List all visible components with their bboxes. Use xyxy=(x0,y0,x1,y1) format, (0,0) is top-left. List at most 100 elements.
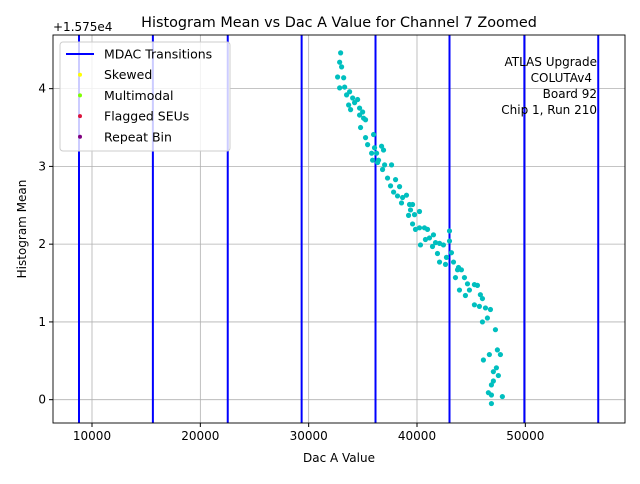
data-point xyxy=(365,142,371,148)
x-tick-label: 40000 xyxy=(398,429,436,443)
data-point xyxy=(471,302,478,308)
data-point xyxy=(417,242,424,248)
data-point xyxy=(432,240,439,246)
data-point xyxy=(442,261,449,267)
data-point xyxy=(347,107,354,113)
data-point xyxy=(387,183,394,189)
data-point xyxy=(384,175,391,181)
data-point xyxy=(342,84,348,90)
annotation-line: Board 92 xyxy=(543,87,597,101)
y-offset-label: +1.575e4 xyxy=(53,20,112,34)
data-point xyxy=(461,274,468,281)
legend-dot-icon xyxy=(78,114,82,119)
y-tick-label: 1 xyxy=(38,315,46,329)
data-point xyxy=(456,287,463,293)
x-tick-label: 50000 xyxy=(506,429,544,443)
data-point xyxy=(416,208,423,215)
data-point xyxy=(424,226,431,232)
data-point xyxy=(399,194,406,201)
legend-label: Multimodal xyxy=(104,88,173,103)
data-point xyxy=(490,369,496,375)
data-point xyxy=(362,135,369,141)
legend-frame xyxy=(59,41,231,152)
legend-dot-icon xyxy=(78,72,82,77)
data-point xyxy=(355,96,361,103)
x-axis: 10000 20000 30000 40000 50000 xyxy=(73,423,544,443)
data-point xyxy=(479,295,486,302)
x-tick-label: 20000 xyxy=(181,429,219,443)
data-point xyxy=(484,315,491,321)
data-point xyxy=(380,147,387,153)
data-point xyxy=(347,89,353,95)
annotation: ATLAS Upgrade COLUTAv4 Board 92 Chip 1, … xyxy=(501,55,597,117)
data-point xyxy=(436,259,443,265)
legend-label: Repeat Bin xyxy=(104,129,172,144)
data-point xyxy=(407,207,414,213)
data-point xyxy=(477,292,483,298)
data-point xyxy=(357,124,364,131)
data-point xyxy=(388,162,395,168)
data-point xyxy=(466,287,473,293)
plot-frame xyxy=(52,34,626,424)
data-point xyxy=(474,282,481,288)
data-point xyxy=(476,303,482,309)
data-point xyxy=(429,243,436,250)
x-tick-label: 30000 xyxy=(290,429,328,443)
annotation-line: ATLAS Upgrade xyxy=(504,55,597,69)
data-point xyxy=(370,131,377,138)
data-point xyxy=(492,327,499,333)
legend: MDAC Transitions Skewed Multimodal Flagged … xyxy=(59,41,231,152)
data-point xyxy=(409,201,416,208)
y-axis-label: Histogram Mean xyxy=(15,180,29,279)
data-point xyxy=(334,74,341,80)
y-axis: 0 1 2 3 4 xyxy=(38,82,53,407)
data-point xyxy=(338,50,344,56)
data-point xyxy=(486,351,492,358)
data-point xyxy=(448,250,455,256)
data-point xyxy=(488,400,495,407)
data-point xyxy=(391,189,397,195)
data-point xyxy=(369,150,375,156)
data-point xyxy=(412,226,419,232)
data-point xyxy=(337,59,343,65)
data-point xyxy=(356,105,363,111)
data-point xyxy=(450,259,457,265)
data-point xyxy=(488,392,495,398)
data-point xyxy=(341,75,347,81)
data-point xyxy=(430,232,437,238)
data-point xyxy=(490,378,496,384)
data-points xyxy=(334,50,505,407)
data-point xyxy=(458,267,465,273)
legend-label: Flagged SEUs xyxy=(104,109,189,124)
data-point xyxy=(462,292,469,299)
data-point xyxy=(422,236,429,243)
data-point xyxy=(464,281,471,287)
data-point xyxy=(493,365,500,371)
data-point xyxy=(409,221,416,227)
data-point xyxy=(440,242,447,248)
data-point xyxy=(436,240,443,246)
data-point xyxy=(452,274,459,281)
data-point xyxy=(403,192,410,198)
annotation-line: Chip 1, Run 210 xyxy=(501,103,597,117)
data-point xyxy=(443,254,450,260)
data-point xyxy=(488,382,495,388)
data-point xyxy=(482,305,489,311)
data-point xyxy=(494,347,500,353)
data-point xyxy=(346,102,352,108)
legend-dot-icon xyxy=(78,93,82,98)
data-point xyxy=(392,177,399,183)
annotation-line: COLUTAv4 xyxy=(531,71,592,85)
data-point xyxy=(369,157,376,163)
data-point xyxy=(499,393,505,400)
data-point xyxy=(339,64,345,70)
data-point xyxy=(416,225,423,231)
y-tick-label: 4 xyxy=(38,82,46,96)
data-point xyxy=(373,150,380,156)
x-axis-label: Dac A Value xyxy=(303,451,375,465)
data-point xyxy=(371,145,378,151)
data-point xyxy=(434,250,441,257)
data-point xyxy=(362,117,369,123)
data-point xyxy=(350,95,356,101)
